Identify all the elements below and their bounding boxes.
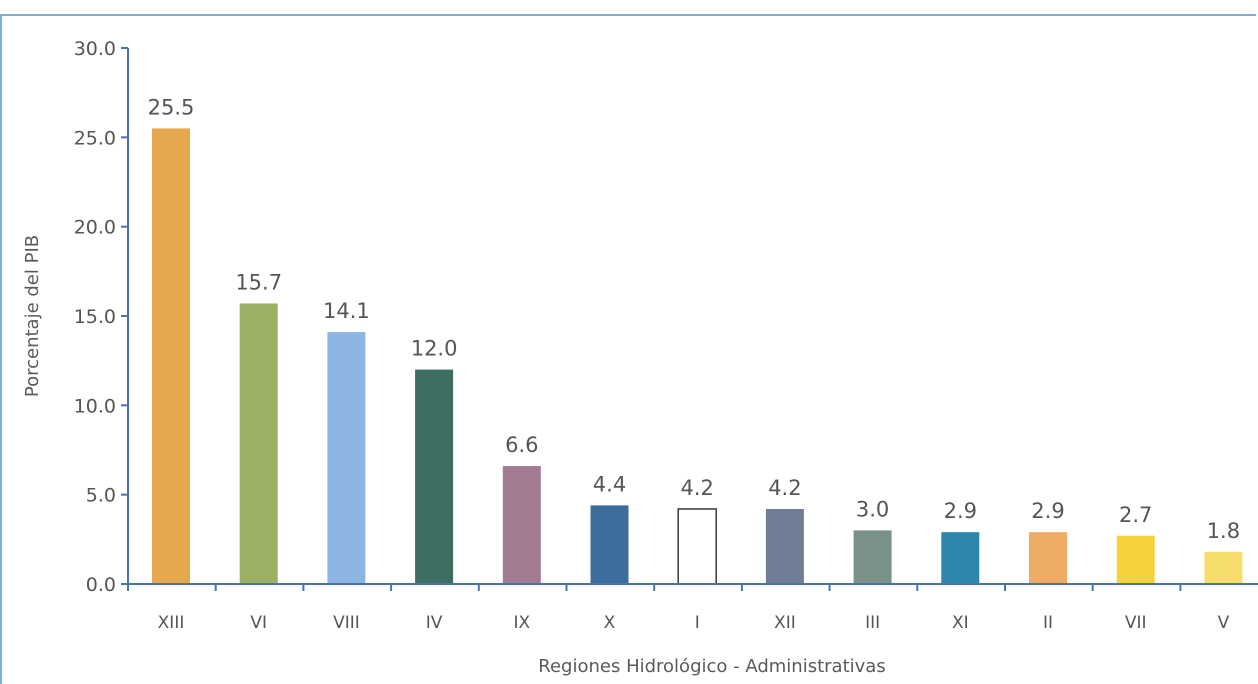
bar-IV xyxy=(415,369,454,584)
value-label: 14.1 xyxy=(323,299,370,323)
value-label: 4.2 xyxy=(768,476,801,500)
value-label: 3.0 xyxy=(856,497,889,521)
y-tick-label: 30.0 xyxy=(74,38,116,60)
y-tick-label: 0.0 xyxy=(86,574,116,596)
bar-VIII xyxy=(327,332,366,584)
value-label: 6.6 xyxy=(505,433,538,457)
bar-XI xyxy=(941,532,980,584)
bar-I xyxy=(677,508,717,585)
bar-III xyxy=(853,530,892,584)
x-axis: XIII VI VIII IV IX X I XII III XI II VII V xyxy=(127,583,1258,633)
bar-IX xyxy=(502,466,541,584)
x-tick-label: IV xyxy=(426,613,443,633)
x-tick-label: X xyxy=(604,613,616,633)
bar-VII xyxy=(1116,535,1155,584)
value-label: 2.7 xyxy=(1119,503,1152,527)
x-tick-label: XI xyxy=(952,613,969,633)
bar-X xyxy=(590,505,629,584)
x-tick-label: VI xyxy=(250,613,267,633)
y-tick-label: 15.0 xyxy=(74,306,116,328)
y-axis: 0.0 5.0 10.0 15.0 20.0 25.0 30.0 xyxy=(74,38,129,596)
x-tick-label: XIII xyxy=(158,613,185,633)
bar-XIII xyxy=(152,128,190,584)
x-tick-label: IX xyxy=(513,613,530,633)
y-tick-label: 10.0 xyxy=(74,395,116,417)
x-tick-label: I xyxy=(695,613,700,633)
bar-XII xyxy=(765,508,804,584)
value-label: 2.9 xyxy=(1031,499,1064,523)
x-tick-label: VII xyxy=(1125,613,1147,633)
value-label: 12.0 xyxy=(411,337,458,361)
x-tick-label: V xyxy=(1218,613,1230,633)
value-label: 15.7 xyxy=(235,270,282,294)
bar-VI xyxy=(239,303,278,584)
y-tick-label: 5.0 xyxy=(86,485,116,507)
x-axis-title: Regiones Hidrológico - Administrativas xyxy=(538,656,885,677)
x-tick-label: II xyxy=(1043,613,1053,633)
bar-V xyxy=(1204,551,1243,584)
value-label: 4.2 xyxy=(680,476,713,500)
x-tick-label: XII xyxy=(774,613,796,633)
y-tick-label: 25.0 xyxy=(74,127,116,149)
x-tick-label: VIII xyxy=(333,613,360,633)
value-label: 2.9 xyxy=(944,499,977,523)
value-label: 25.5 xyxy=(148,95,195,119)
y-tick-label: 20.0 xyxy=(74,217,116,239)
value-label: 4.4 xyxy=(593,472,626,496)
chart-frame xyxy=(0,14,1256,684)
x-tick-label: III xyxy=(865,613,880,633)
bars: 25.5 15.7 14.1 12.0 6.6 4.4 4.2 4.2 3.0 2.9 2.9 2.7… xyxy=(148,95,1243,585)
bar-II xyxy=(1029,532,1067,584)
value-label: 1.8 xyxy=(1207,519,1240,543)
y-axis-title: Porcentaje del PIB xyxy=(22,235,43,397)
